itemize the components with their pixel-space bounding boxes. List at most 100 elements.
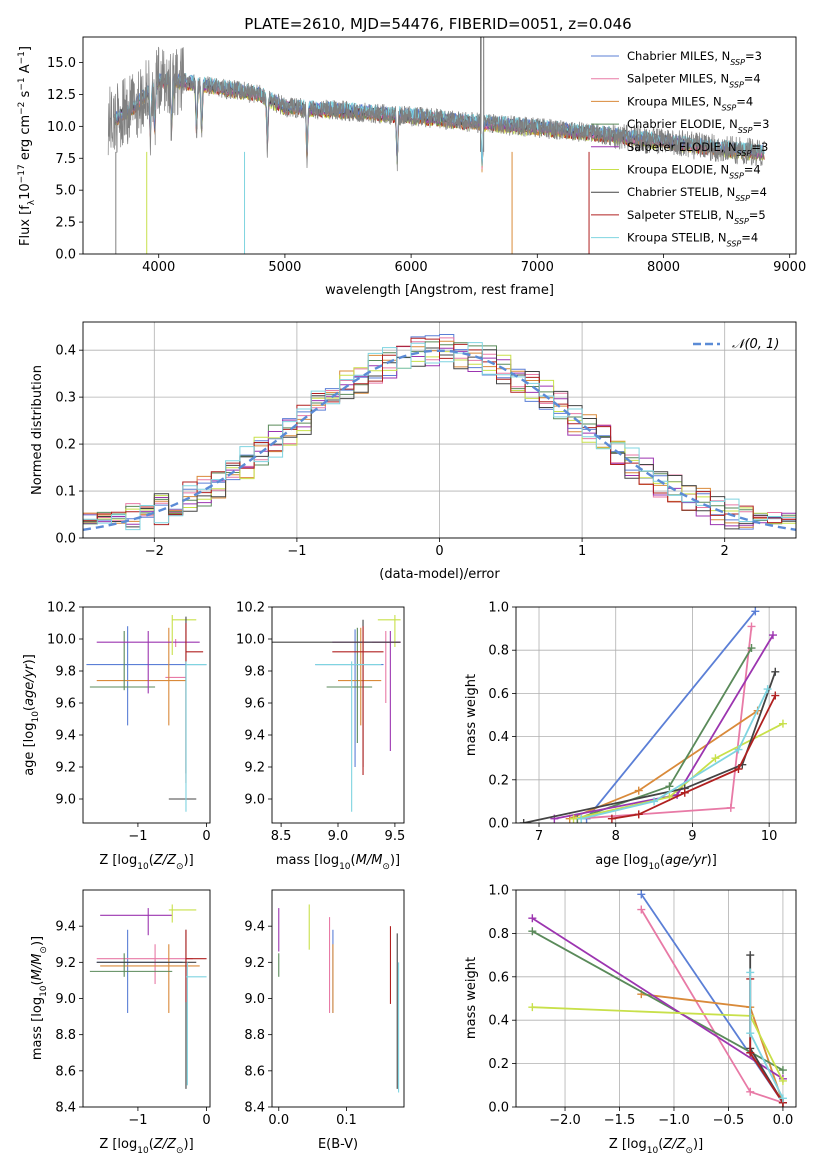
spectrum-ylabel-part: −2: [17, 102, 27, 115]
weight-line-kroupa_elodie: [532, 1006, 784, 1082]
figure-title: PLATE=2610, MJD=54476, FIBERID=0051, z=0…: [244, 15, 631, 33]
age_vs_mass-xtick-label: 9.5: [385, 829, 406, 844]
age_vs_Z-ytick-label: 9.6: [55, 697, 76, 712]
weight-marker-salpeter_miles: [747, 622, 756, 631]
residuals-panel: −2 −1 0 1 2 0.0 0.1 0.2 0.3 0.4 𝒩(0, 1) (data-model…: [30, 321, 797, 582]
age_vs_Z-ylabel-part: )]: [22, 654, 37, 664]
age_vs_Z-ytick-label: 9.0: [55, 793, 76, 808]
weight_vs_age-xlabel-part: 10: [648, 862, 660, 872]
weight_vs_age-xtick-label: 7: [535, 829, 543, 844]
age_vs_Z-xlabel: Z [log10(Z/Z⊙)]: [99, 853, 193, 872]
residuals-xtick-label: 1: [578, 544, 586, 559]
residuals-xtick-label: −1: [287, 544, 306, 559]
spectrum-ylabel-part: λ: [27, 199, 37, 205]
weight-marker-kroupa_miles: [634, 786, 643, 795]
weight_vs_Z-xlabel: Z [log10(Z/Z⊙)]: [609, 1137, 703, 1156]
legend-label-salpeter_stelib: Salpeter STELIB, NSSP=5: [627, 208, 766, 226]
weight-line-salpeter_elodie: [531, 917, 784, 1080]
mass_vs_Z-ylabel-part: 10: [39, 985, 49, 997]
residuals-xtick-label: −2: [145, 544, 164, 559]
weight-marker-salpeter_stelib: [607, 814, 616, 823]
mass_vs_Z-xlabel-part: (: [149, 1137, 154, 1152]
age_vs_Z-frame: [82, 606, 211, 824]
age_vs_mass-xlabel-part: (: [351, 853, 356, 868]
legend-label-text: Chabrier MILES, N: [627, 49, 730, 63]
weight_vs_Z-xlabel-part: Z/Z: [662, 1137, 686, 1152]
residuals-plot-area: [83, 322, 796, 538]
weight_vs_Z-xlabel-part: 10: [647, 1146, 659, 1156]
weight_vs_age-ytick-label: 1.0: [488, 601, 509, 616]
mass_vs_EBV-xtick-label: 0.0: [268, 1113, 289, 1128]
legend-label-sub: SSP: [729, 80, 744, 89]
legend-label-sub: SSP: [722, 103, 737, 112]
legend-label-suffix: =3: [745, 49, 762, 63]
spectrum-ylabel-part: −1: [17, 77, 27, 90]
normal-legend-label: 𝒩(0, 1): [732, 337, 779, 352]
weight-line-kroupa_stelib: [580, 688, 769, 820]
spectrum-xtick-label: 6000: [395, 260, 428, 275]
weight_vs_Z-ytick-label: 0.6: [488, 970, 509, 985]
legend-label-suffix: =3: [751, 140, 768, 154]
residuals-frame: [82, 321, 797, 539]
weight-marker-chabrier_stelib: [746, 951, 755, 960]
mass_vs_Z-ylabel-part: ⊙: [39, 946, 49, 954]
weight_vs_Z-ylabel: mass weight: [464, 957, 479, 1039]
age_vs_Z-ylabel-part: age [log: [22, 723, 37, 776]
mass_vs_Z-xlabel-part: Z/Z: [153, 1137, 177, 1152]
residuals-xtick-label: 2: [721, 544, 729, 559]
weight_vs_Z-xtick-label: −1.5: [604, 1113, 636, 1128]
spectrum-xtick-label: 7000: [521, 260, 554, 275]
mass_vs_EBV-ytick-label: 8.4: [244, 1101, 265, 1116]
legend-label-text: Salpeter MILES, N: [627, 72, 729, 86]
mass_vs_Z-ylabel-part: M/M: [30, 954, 45, 981]
weight_vs_age-xlabel-part: )]: [707, 853, 717, 868]
legend-label-suffix: =4: [744, 163, 761, 177]
legend-label-text: Salpeter STELIB, N: [627, 208, 734, 222]
weight-marker-kroupa_elodie: [528, 1003, 537, 1012]
legend-label-text: Kroupa STELIB, N: [627, 231, 727, 245]
spectrum-ylabel-part: s: [18, 90, 33, 101]
weight-marker-chabrier_elodie: [747, 644, 756, 653]
mass_vs_Z-xlabel: Z [log10(Z/Z⊙)]: [99, 1137, 193, 1156]
residuals-ytick-label: 0.4: [55, 344, 76, 359]
legend-label-chabrier_stelib: Chabrier STELIB, NSSP=4: [627, 185, 767, 203]
age_vs_Z-ylabel: age [log10(age/yr)]: [22, 654, 41, 776]
spectrum-frame: [82, 36, 797, 255]
legend-label-kroupa_stelib: Kroupa STELIB, NSSP=4: [627, 231, 758, 249]
age_vs_Z-xlabel-part: 10: [137, 862, 149, 872]
age_vs_Z-xtick-label: 0: [202, 829, 210, 844]
legend-label-suffix: =5: [749, 208, 766, 222]
age_vs_Z-ylabel-part: 10: [31, 711, 41, 723]
weight-marker-kroupa_stelib: [577, 814, 586, 823]
legend-label-text: Kroupa ELODIE, N: [627, 163, 729, 177]
age_vs_Z-xlabel-part: ⊙: [176, 862, 184, 872]
age_vs_Z-xtick-label: −1: [128, 829, 147, 844]
weight-marker-kroupa_stelib: [746, 1029, 755, 1038]
mass_vs_EBV-plot-area: [278, 904, 400, 1093]
spectrum-ylabel-part: 10: [18, 183, 33, 200]
legend-label-suffix: =4: [736, 94, 753, 108]
legend-label-kroupa_miles: Kroupa MILES, NSSP=4: [627, 94, 753, 112]
mass_vs_Z-ytick-label: 8.6: [55, 1064, 76, 1079]
age_vs_Z-ytick-label: 9.8: [55, 665, 76, 680]
weight_vs_age-ytick-label: 0.0: [488, 817, 509, 832]
legend-label-text: Chabrier STELIB, N: [627, 185, 735, 199]
weight_vs_age-ytick-label: 0.8: [488, 644, 509, 659]
spectrum-ylabel-part: −1: [17, 51, 27, 64]
mass_vs_EBV-ytick-label: 9.2: [244, 956, 265, 971]
mass_vs_Z-ytick-label: 8.4: [55, 1101, 76, 1116]
age_vs_Z-plot-area: [86, 615, 207, 812]
weight_vs_age-xlabel: age [log10(age/yr)]: [595, 853, 717, 872]
age_vs_mass-xtick-label: 9.0: [328, 829, 349, 844]
weight_vs_Z-ytick-label: 1.0: [488, 884, 509, 899]
age_vs_Z-ytick-label: 10.2: [47, 601, 76, 616]
spectrum-ytick-label: 0.0: [55, 248, 76, 263]
mass_vs_Z-frame: [82, 889, 211, 1108]
weight_vs_age-ytick-label: 0.6: [488, 687, 509, 702]
spectrum-xtick-label: 4000: [142, 260, 175, 275]
spectrum-ytick-label: 5.0: [55, 184, 76, 199]
weight-marker-chabrier_elodie: [528, 927, 537, 936]
legend-label-sub: SSP: [730, 58, 745, 67]
legend-label-suffix: =4: [750, 185, 767, 199]
